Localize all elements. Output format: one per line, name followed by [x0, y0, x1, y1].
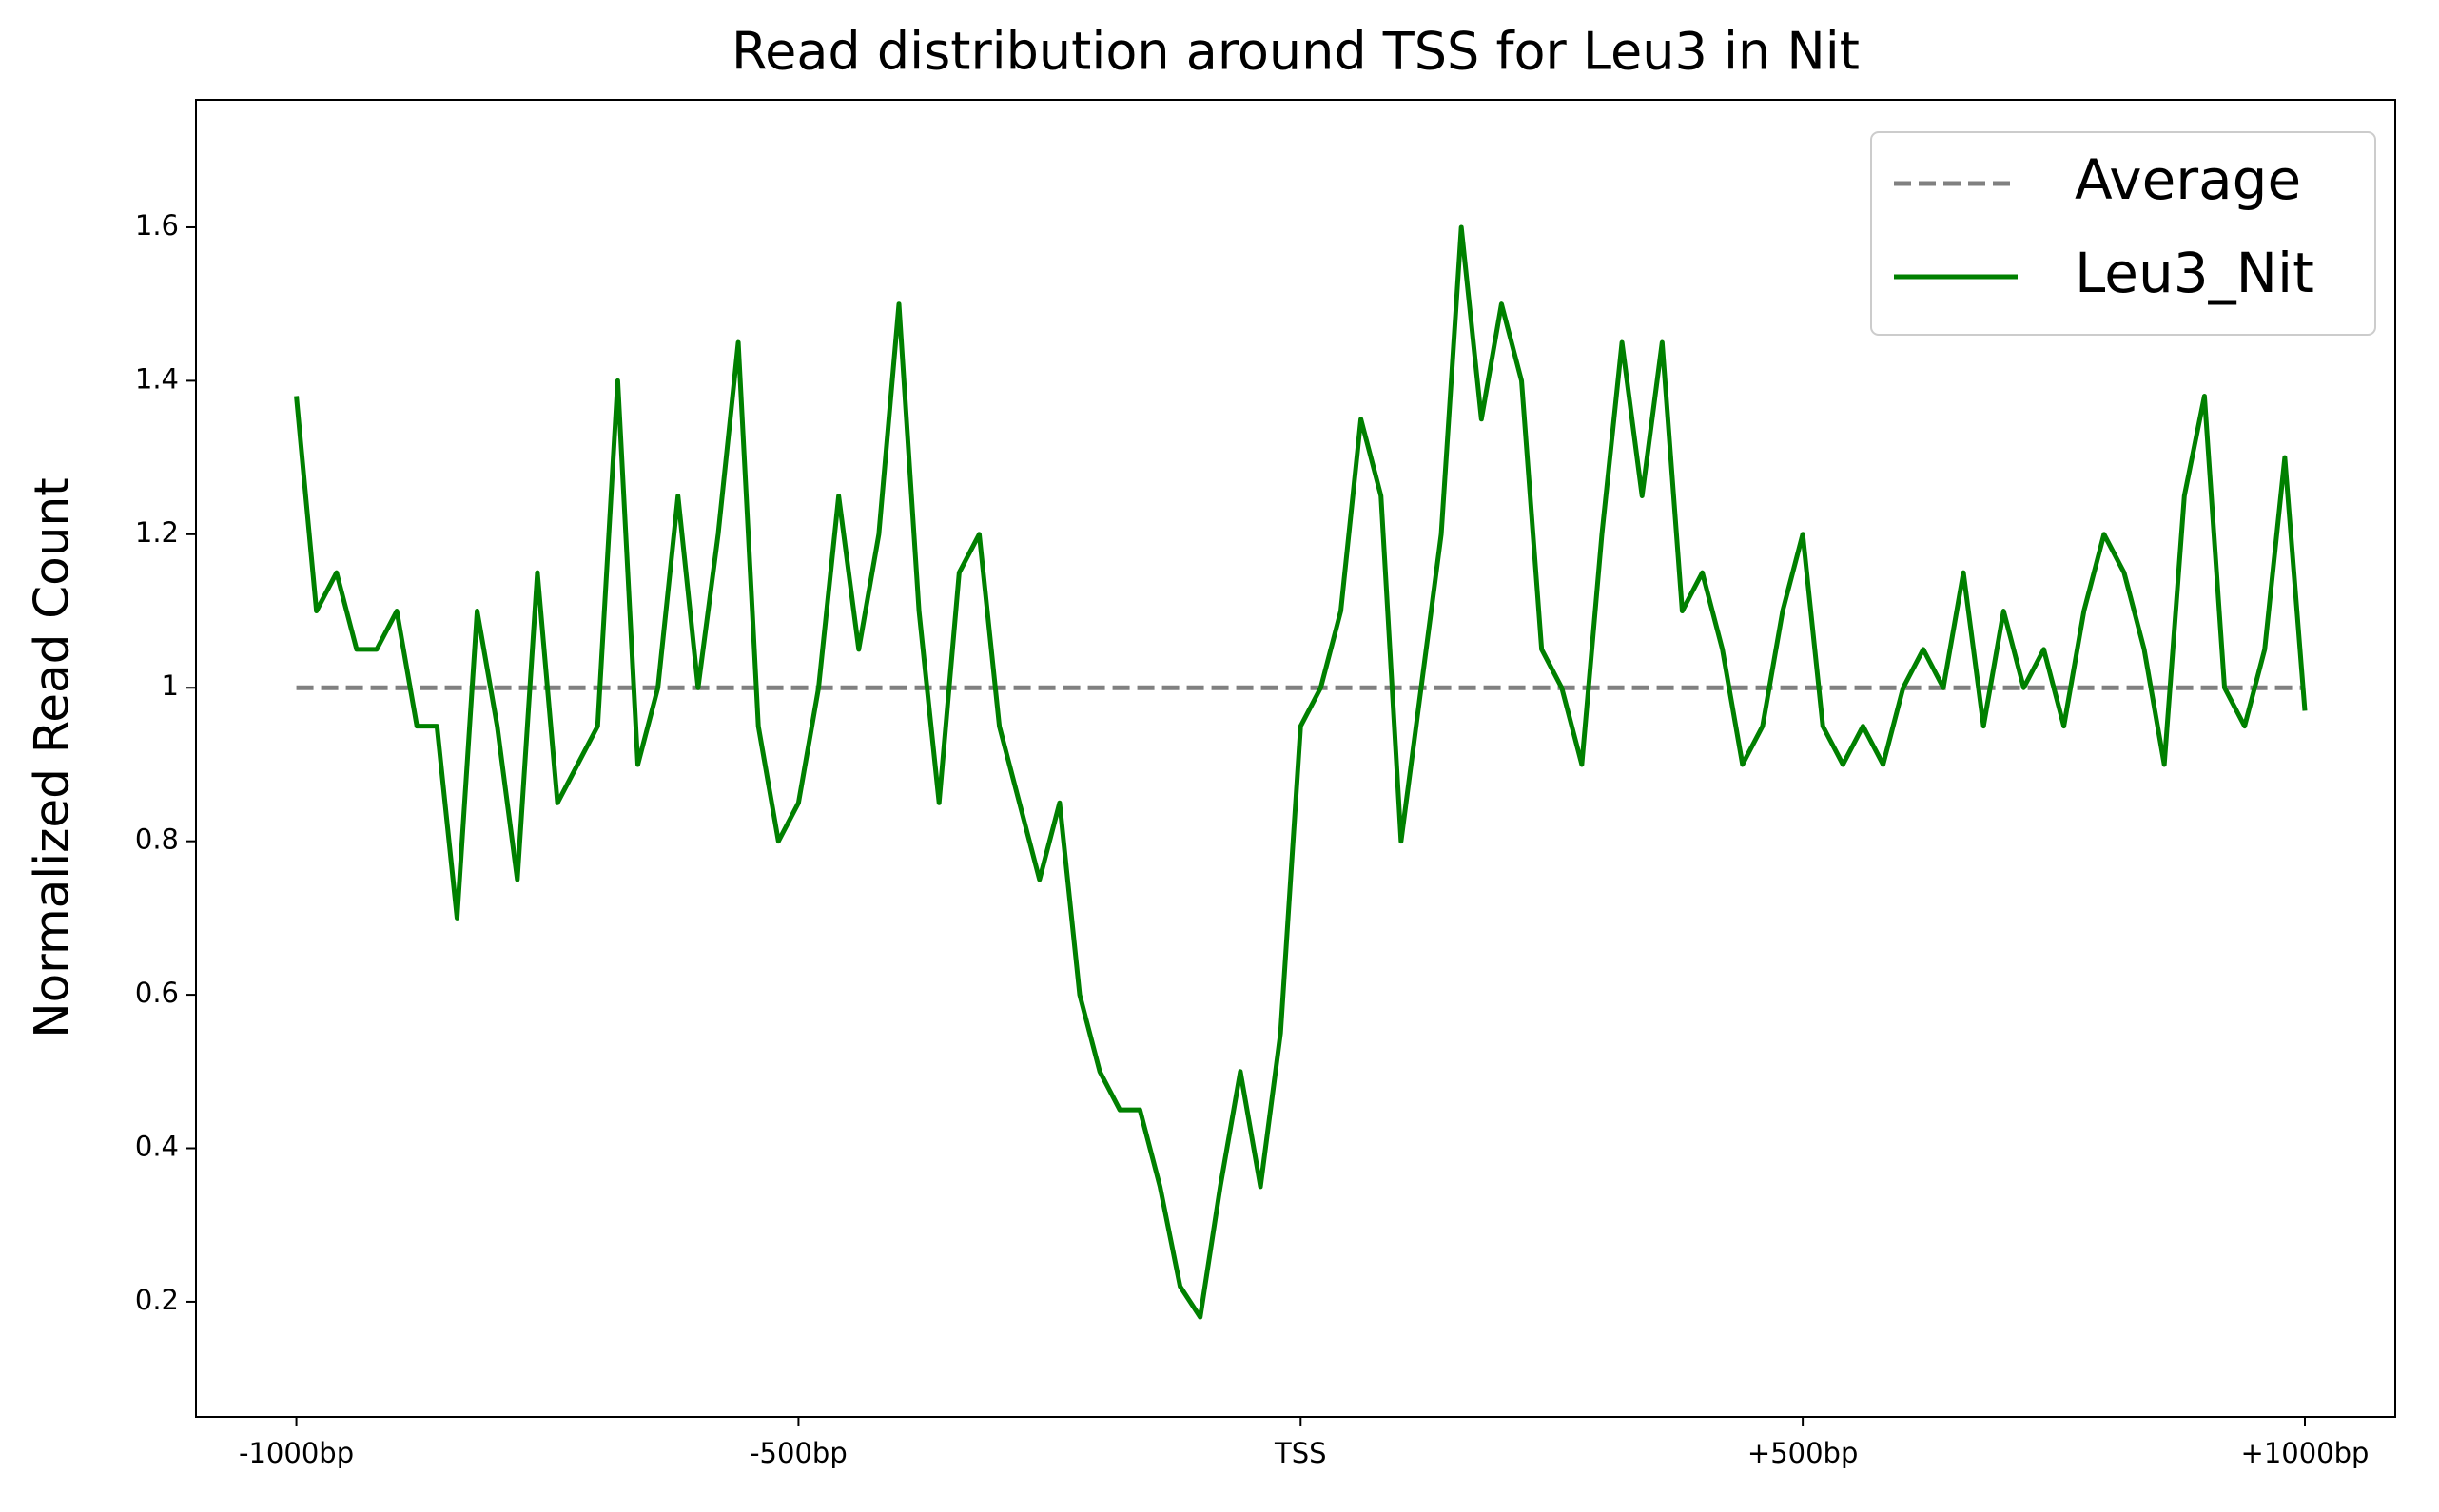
- y-tick-label: 1.6: [135, 209, 179, 242]
- y-tick-label: 1.4: [135, 362, 179, 395]
- x-tick-label: TSS: [1274, 1437, 1327, 1469]
- x-tick-label: +1000bp: [2241, 1437, 2370, 1469]
- data-line: [294, 224, 2308, 1320]
- legend-label: Leu3_Nit: [2075, 241, 2314, 305]
- y-axis-label: Normalized Read Count: [25, 477, 80, 1037]
- y-tick-label: 0.8: [135, 824, 179, 856]
- plot-frame: [195, 99, 2396, 1418]
- y-tick-label: 1: [162, 669, 179, 702]
- x-tick-label: +500bp: [1747, 1437, 1858, 1469]
- y-tick-label: 0.6: [135, 977, 179, 1009]
- x-tick-label: -1000bp: [239, 1437, 354, 1469]
- legend-label: Average: [2075, 147, 2301, 212]
- y-tick-label: 0.2: [135, 1284, 179, 1316]
- chart-title: Read distribution around TSS for Leu3 in…: [732, 22, 1860, 82]
- x-tick-label: -500bp: [750, 1437, 848, 1469]
- y-tick-label: 1.2: [135, 516, 179, 549]
- y-tick-label: 0.4: [135, 1131, 179, 1163]
